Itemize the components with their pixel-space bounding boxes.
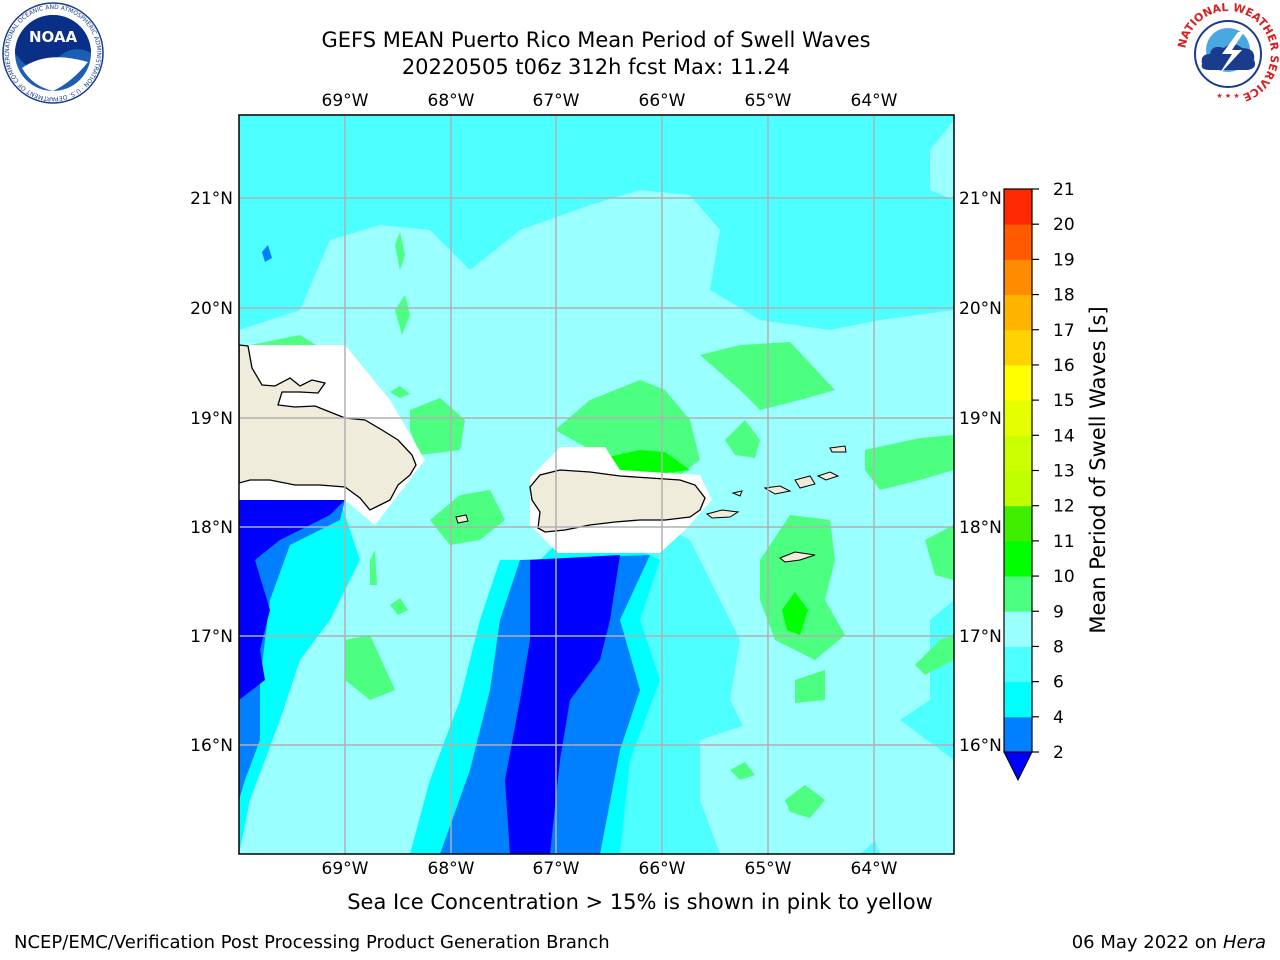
lon-label-bottom: 66°W: [639, 859, 686, 879]
colorbar-tick-label: 6: [1053, 673, 1064, 693]
colorbar-tick-label: 20: [1053, 215, 1075, 235]
lat-label-right: 20°N: [959, 299, 1002, 319]
map-title: GEFS MEAN Puerto Rico Mean Period of Swe…: [321, 28, 871, 52]
map-frame: [238, 114, 955, 855]
colorbar-tick-label: 8: [1053, 637, 1064, 657]
lat-label-left: 20°N: [190, 299, 233, 319]
lat-label-right: 21°N: [959, 189, 1002, 209]
colorbar-tick-label: 12: [1053, 497, 1075, 517]
lon-label-top: 64°W: [851, 91, 898, 111]
run-date-text: 06 May 2022 on: [1071, 932, 1218, 953]
sea-ice-note: Sea Ice Concentration > 15% is shown in …: [347, 890, 933, 914]
producer-credit: NCEP/EMC/Verification Post Processing Pr…: [14, 932, 610, 953]
colorbar-band: [1004, 400, 1032, 436]
contour-8-9-ne: [930, 120, 954, 200]
colorbar-band: [1004, 540, 1032, 577]
colorbar-band: [1004, 259, 1032, 296]
lon-label-bottom: 68°W: [428, 859, 475, 879]
colorbar-tick-label: 19: [1053, 250, 1075, 270]
colorbar-tick-label: 16: [1053, 356, 1075, 376]
colorbar-extend-min: [1003, 751, 1033, 782]
colorbar-tick-label: 11: [1053, 532, 1075, 552]
lat-label-left: 16°N: [190, 736, 233, 756]
colorbar-band: [1004, 646, 1032, 683]
colorbar-band: [1004, 611, 1032, 647]
lat-label-left: 19°N: [190, 409, 233, 429]
lon-label-bottom: 69°W: [322, 859, 369, 879]
colorbar: 2 4 6 8 9 10 11 12 13 14 15 16 17 18 19 20 21: [1003, 180, 1075, 782]
contour-below-2: [239, 500, 620, 854]
colorbar-label: Mean Period of Swell Waves [s]: [1086, 306, 1110, 633]
noaa-logo: NATIONAL OCEANIC AND ATMOSPHERIC ADMINIS…: [2, 2, 104, 104]
colorbar-tick-label: 4: [1053, 708, 1064, 728]
map-subtitle: 20220505 t06z 312h fcst Max: 11.24: [401, 55, 791, 79]
lon-label-top: 67°W: [533, 91, 580, 111]
colorbar-tick-label: 9: [1053, 602, 1064, 622]
contour-patch-nw: [262, 245, 272, 262]
run-machine: Hera: [1222, 932, 1266, 953]
graticule: [239, 115, 954, 854]
lat-label-right: 19°N: [959, 409, 1002, 429]
colorbar-band: [1004, 716, 1032, 753]
lat-label-left: 21°N: [190, 189, 233, 209]
colorbar-tick-label: 17: [1053, 321, 1075, 341]
lat-label-right: 17°N: [959, 627, 1002, 647]
lon-label-top: 65°W: [745, 91, 792, 111]
lon-label-bottom: 65°W: [745, 859, 792, 879]
contour-patch-n: [575, 243, 588, 262]
svg-text:★ ★ ★: ★ ★ ★: [1216, 92, 1239, 100]
colorbar-band: [1004, 505, 1032, 542]
colorbar-tick-label: 14: [1053, 426, 1075, 446]
noaa-wordmark: NOAA: [29, 28, 78, 46]
colorbar-tick-label: 21: [1053, 180, 1075, 200]
lat-label-left: 17°N: [190, 627, 233, 647]
contour-6-8-patch-n: [600, 130, 618, 158]
lon-label-top: 68°W: [428, 91, 475, 111]
contour-8-9-south: [700, 720, 900, 854]
colorbar-tick-label: 13: [1053, 462, 1075, 482]
colorbar-band: [1004, 224, 1032, 260]
lon-label-bottom: 67°W: [533, 859, 580, 879]
colorbar-band: [1004, 294, 1032, 331]
lat-label-right: 16°N: [959, 736, 1002, 756]
colorbar-tick-label: 2: [1053, 743, 1064, 763]
lon-label-top: 66°W: [639, 91, 686, 111]
colorbar-band: [1004, 681, 1032, 718]
nws-logo: NATIONAL WEATHER SERVICE ★ ★ ★: [1176, 2, 1280, 105]
colorbar-band: [1004, 470, 1032, 507]
lat-label-left: 18°N: [190, 518, 233, 538]
colorbar-tick-label: 18: [1053, 286, 1075, 306]
lon-label-bottom: 64°W: [851, 859, 898, 879]
colorbar-band: [1004, 435, 1032, 471]
colorbar-tick-label: 15: [1053, 391, 1075, 411]
islands-virgin: [455, 445, 847, 563]
colorbar-band: [1004, 189, 1032, 225]
colorbar-band: [1004, 364, 1032, 401]
colorbar-band: [1004, 576, 1032, 612]
land-hispaniola: [239, 344, 417, 511]
swell-period-field: [239, 115, 954, 854]
lon-label-top: 69°W: [322, 91, 369, 111]
run-date: 06 May 2022 on Hera: [1072, 932, 1266, 953]
colorbar-band: [1004, 329, 1032, 366]
lat-label-right: 18°N: [959, 518, 1002, 538]
colorbar-tick-label: 10: [1053, 567, 1075, 587]
